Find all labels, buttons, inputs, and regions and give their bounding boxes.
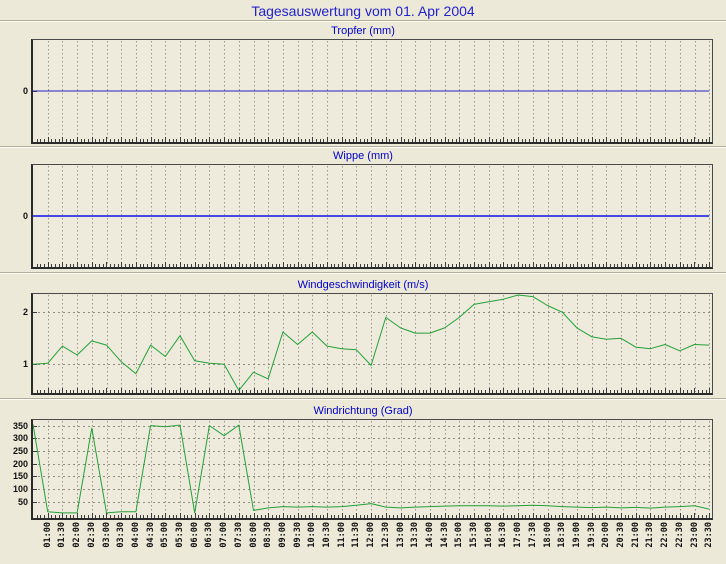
plot-area-windgeschwindigkeit xyxy=(31,293,713,395)
vertical-gridlines xyxy=(48,166,710,266)
x-tick-label: 13:00 xyxy=(395,522,406,548)
chart-title-tropfer: Tropfer (mm) xyxy=(331,25,395,37)
y-ticks xyxy=(33,312,37,365)
x-tick-label: 23:00 xyxy=(689,522,700,548)
x-tick-label: 08:00 xyxy=(248,522,259,548)
x-tick-label: 02:00 xyxy=(72,522,83,548)
horizontal-gridlines xyxy=(33,426,712,503)
x-tick-label: 16:00 xyxy=(483,522,494,548)
y-tick-label: 100 xyxy=(12,483,28,494)
x-tick-label: 01:00 xyxy=(42,522,53,548)
x-ticks xyxy=(37,513,710,518)
x-tick-label: 21:30 xyxy=(645,522,656,548)
x-ticks xyxy=(37,262,710,267)
series-line-2 xyxy=(33,294,710,391)
chart-title-windrichtung: Windrichtung (Grad) xyxy=(313,405,413,417)
x-tick-label: 03:30 xyxy=(116,522,127,548)
y-tick-label: 300 xyxy=(12,433,28,444)
chart-title-windgeschwindigkeit: Windgeschwindigkeit (m/s) xyxy=(297,279,429,291)
y-tick-label: 0 xyxy=(22,211,28,221)
x-ticks xyxy=(37,388,710,393)
x-tick-label: 09:00 xyxy=(277,522,288,548)
vertical-gridlines xyxy=(48,421,710,517)
series-line-3 xyxy=(33,424,710,514)
x-tick-label: 16:30 xyxy=(498,522,509,548)
y-tick-label: 150 xyxy=(12,471,28,482)
plot-area-windrichtung xyxy=(31,419,713,520)
x-tick-label: 11:30 xyxy=(351,522,362,548)
chart-canvas xyxy=(33,166,710,267)
y-tick-label: 350 xyxy=(12,420,28,431)
x-tick-label: 08:30 xyxy=(263,522,274,548)
x-tick-label: 17:00 xyxy=(513,522,524,548)
y-tick-label: 1 xyxy=(22,359,28,370)
plot-area-tropfer xyxy=(31,39,713,144)
y-tick-label: 0 xyxy=(22,86,28,96)
y-tick-label: 50 xyxy=(17,496,28,507)
vertical-gridlines xyxy=(48,41,710,141)
x-tick-label: 10:00 xyxy=(307,522,318,548)
horizontal-gridlines xyxy=(33,312,712,365)
x-tick-label: 15:00 xyxy=(454,522,465,548)
x-tick-label: 07:30 xyxy=(233,522,244,548)
section-divider xyxy=(0,146,726,148)
x-tick-label: 19:00 xyxy=(571,522,582,548)
y-tick-label: 200 xyxy=(12,458,28,469)
chart-canvas xyxy=(33,421,712,518)
x-tick-label: 15:30 xyxy=(469,522,479,548)
page-title: Tagesauswertung vom 01. Apr 2004 xyxy=(251,3,475,19)
x-tick-label: 07:00 xyxy=(219,522,230,548)
x-ticks xyxy=(37,137,710,142)
x-tick-label: 12:00 xyxy=(366,522,377,548)
y-tick-label: 2 xyxy=(22,307,28,318)
x-tick-label: 03:00 xyxy=(101,522,112,548)
x-tick-label: 14:00 xyxy=(424,522,435,548)
x-tick-label: 14:30 xyxy=(439,522,450,548)
x-tick-label: 18:30 xyxy=(557,522,568,548)
chart-title-wippe: Wippe (mm) xyxy=(333,150,393,162)
x-tick-label: 06:00 xyxy=(189,522,200,548)
chart-canvas xyxy=(33,41,710,142)
x-tick-label: 05:00 xyxy=(160,522,171,548)
x-tick-label: 22:00 xyxy=(660,522,671,548)
x-tick-label: 12:30 xyxy=(380,522,391,548)
x-tick-label: 06:30 xyxy=(204,522,215,548)
x-tick-label: 22:30 xyxy=(674,522,685,548)
x-tick-label: 02:30 xyxy=(86,522,97,548)
x-tick-label: 23:30 xyxy=(704,522,715,548)
x-tick-label: 20:30 xyxy=(616,522,626,548)
x-tick-label: 20:00 xyxy=(601,522,612,548)
x-tick-label: 05:30 xyxy=(175,522,185,548)
chart-canvas xyxy=(33,294,712,393)
x-tick-label: 10:30 xyxy=(322,522,332,548)
x-tick-label: 04:30 xyxy=(145,522,156,548)
vertical-gridlines xyxy=(48,295,710,392)
section-divider xyxy=(0,272,726,274)
x-tick-label: 17:30 xyxy=(527,522,538,548)
x-tick-label: 09:30 xyxy=(292,522,303,548)
x-tick-label: 19:30 xyxy=(586,522,597,548)
plot-area-wippe xyxy=(31,164,713,269)
x-tick-label: 18:00 xyxy=(542,522,553,548)
y-tick-label: 250 xyxy=(12,445,28,456)
title-divider xyxy=(0,20,726,22)
x-tick-label: 01:30 xyxy=(57,522,68,548)
x-tick-label: 04:00 xyxy=(130,522,141,548)
section-divider xyxy=(0,398,726,400)
x-tick-label: 21:00 xyxy=(630,522,641,548)
x-tick-label: 11:00 xyxy=(336,522,347,548)
x-tick-label: 13:30 xyxy=(410,522,421,548)
